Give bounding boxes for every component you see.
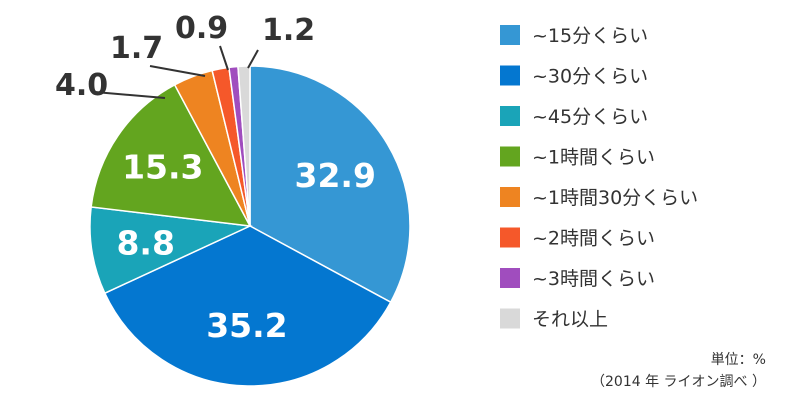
legend-label: ~30分くらい bbox=[532, 66, 648, 88]
value-labels: 32.9 35.2 8.8 15.3 4.01.7 0.9 1.2 bbox=[55, 11, 376, 345]
legend-label: ~15分くらい bbox=[532, 25, 648, 47]
slice-value-label: 15.3 bbox=[122, 147, 203, 186]
legend-swatch bbox=[500, 187, 520, 207]
legend-swatch bbox=[500, 146, 520, 167]
legend-label: ~1時間くらい bbox=[532, 147, 655, 169]
legend-label: ~2時間くらい bbox=[532, 228, 655, 250]
legend-swatch bbox=[500, 65, 520, 86]
slice-value-label: 32.9 bbox=[294, 156, 375, 195]
slice-value-label: 8.8 bbox=[116, 224, 174, 263]
legend-label: ~1時間30分くらい bbox=[532, 187, 698, 209]
slice-value-label: 0.9 bbox=[175, 11, 228, 46]
legend-label: それ以上 bbox=[532, 309, 608, 331]
slice-value-label: 35.2 bbox=[206, 306, 287, 345]
legend-swatch bbox=[500, 268, 520, 288]
legend: ~15分くらい ~30分くらい ~45分くらい ~1時間くらい ~1時間30分くらい ~2… bbox=[500, 25, 698, 331]
leader-line bbox=[149, 65, 206, 77]
pie-slice bbox=[90, 83, 252, 227]
leader-line bbox=[247, 49, 259, 69]
legend-swatch bbox=[500, 227, 520, 248]
pie-slices bbox=[89, 65, 411, 387]
pie-slice bbox=[89, 206, 253, 295]
leader-line bbox=[94, 91, 166, 99]
legend-label: ~3時間くらい bbox=[532, 268, 655, 290]
legend-swatch bbox=[500, 106, 520, 126]
slice-value-label: 1.7 bbox=[110, 31, 163, 66]
pie-slice bbox=[249, 65, 411, 304]
legend-label: ~45分くらい bbox=[532, 106, 648, 128]
unit-note: 単位：% bbox=[710, 352, 766, 368]
slice-value-label: 4.0 bbox=[55, 68, 108, 103]
legend-swatch bbox=[500, 308, 520, 329]
pie-slice bbox=[103, 225, 392, 387]
slice-value-label: 1.2 bbox=[262, 13, 315, 48]
source-note: （2014 年 ライオン調べ ） bbox=[591, 374, 766, 390]
leader-line bbox=[219, 45, 229, 71]
leader-lines bbox=[94, 45, 259, 99]
legend-swatch bbox=[500, 25, 520, 45]
